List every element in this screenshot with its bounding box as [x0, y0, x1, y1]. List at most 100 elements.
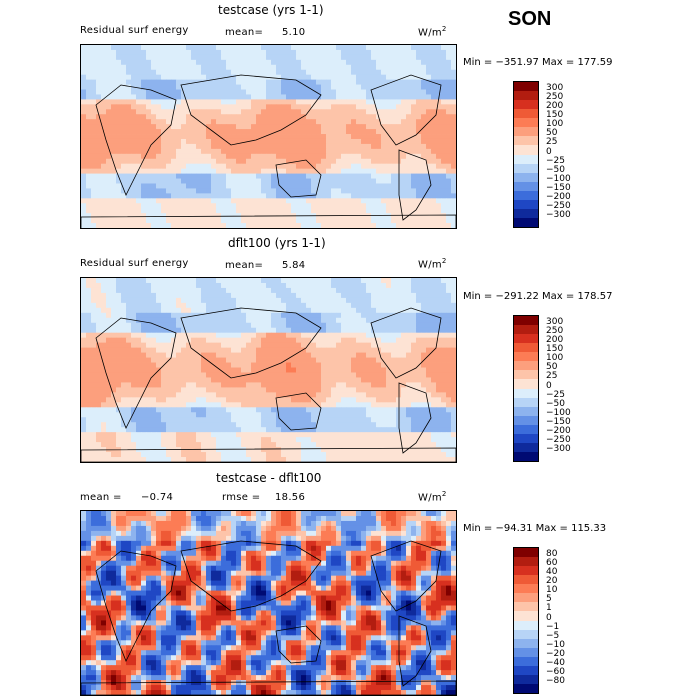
map-cell	[171, 188, 177, 194]
map-cell	[81, 327, 87, 334]
map-cell	[241, 148, 247, 155]
map-cell	[271, 109, 277, 115]
map-cell	[361, 134, 367, 140]
map-cell	[366, 138, 372, 145]
map-cell	[81, 352, 87, 358]
map-cell	[201, 407, 207, 413]
map-cell	[271, 402, 277, 408]
map-cell	[386, 332, 392, 339]
map-cell	[226, 94, 232, 100]
map-cell	[416, 292, 422, 299]
map-cell	[276, 382, 282, 388]
map-cell	[326, 173, 332, 179]
map-cell	[361, 193, 367, 199]
map-cell	[266, 54, 272, 61]
map-cell	[141, 397, 147, 403]
map-cell	[391, 203, 397, 209]
map-cell	[166, 337, 172, 344]
map-cell	[326, 163, 332, 170]
map-cell	[396, 292, 402, 299]
map-cell	[366, 69, 372, 76]
map-cell	[306, 129, 312, 135]
colorbar-tick-label: 50	[546, 128, 558, 139]
map-cell	[296, 94, 302, 100]
map-cell	[231, 148, 237, 155]
map-cell	[176, 417, 182, 423]
map-cell	[321, 282, 327, 289]
map-cell	[261, 307, 267, 314]
map-cell	[131, 342, 137, 349]
map-cell	[361, 397, 367, 403]
map-cell	[266, 397, 272, 403]
map-cell	[176, 168, 182, 174]
map-cell	[266, 153, 272, 160]
map-cell	[261, 79, 267, 85]
map-cell	[236, 312, 242, 319]
map-cell	[261, 292, 267, 299]
map-cell	[341, 134, 347, 140]
map-cell	[276, 332, 282, 339]
map-cell	[426, 129, 432, 135]
map-cell	[86, 302, 92, 309]
map-cell	[426, 45, 432, 51]
map-cell	[111, 332, 117, 339]
map-cell	[161, 45, 167, 51]
map-cell	[401, 357, 407, 363]
map-cell	[411, 382, 417, 388]
map-cell	[136, 69, 142, 76]
map-cell	[416, 218, 422, 224]
map-cell	[376, 193, 382, 199]
map-cell	[186, 362, 192, 368]
map-cell	[86, 282, 92, 289]
map-cell	[276, 367, 282, 373]
map-cell	[216, 203, 222, 209]
map-cell	[226, 183, 232, 189]
map-cell	[96, 337, 102, 344]
map-cell	[201, 84, 207, 90]
map-cell	[431, 59, 437, 66]
map-cell	[251, 377, 257, 383]
map-cell	[156, 377, 162, 383]
map-cell	[421, 143, 427, 150]
map-cell	[176, 407, 182, 413]
map-cell	[351, 163, 357, 170]
map-cell	[141, 302, 147, 309]
colorbar-tick-label: −150	[546, 182, 571, 193]
map-cell	[231, 79, 237, 85]
map-cell	[246, 129, 252, 135]
map-cell	[86, 292, 92, 299]
map-cell	[226, 138, 232, 145]
map-cell	[276, 402, 282, 408]
map-cell	[401, 158, 407, 165]
map-cell	[276, 302, 282, 309]
map-cell	[151, 322, 157, 329]
map-cell	[191, 119, 197, 125]
map-cell	[171, 302, 177, 309]
map-cell	[256, 322, 262, 329]
map-cell	[206, 109, 212, 115]
map-cell	[116, 287, 122, 294]
map-cell	[301, 54, 307, 61]
map-cell	[311, 45, 317, 51]
map-cell	[96, 138, 102, 145]
map-cell	[91, 84, 97, 90]
map-cell	[196, 188, 202, 194]
map-cell	[161, 213, 167, 219]
map-cell	[451, 352, 456, 358]
map-cell	[106, 173, 112, 179]
map-cell	[251, 45, 257, 51]
map-cell	[171, 59, 177, 66]
map-cell	[256, 278, 262, 284]
map-cell	[156, 109, 162, 115]
map-cell	[376, 69, 382, 76]
map-cell	[201, 362, 207, 368]
map-cell	[121, 297, 127, 304]
map-cell	[326, 178, 332, 184]
map-cell	[201, 178, 207, 184]
map-cell	[186, 193, 192, 199]
map-cell	[211, 45, 217, 51]
map-cell	[351, 322, 357, 329]
map-cell	[301, 178, 307, 184]
map-cell	[431, 49, 437, 56]
map-cell	[131, 138, 137, 145]
